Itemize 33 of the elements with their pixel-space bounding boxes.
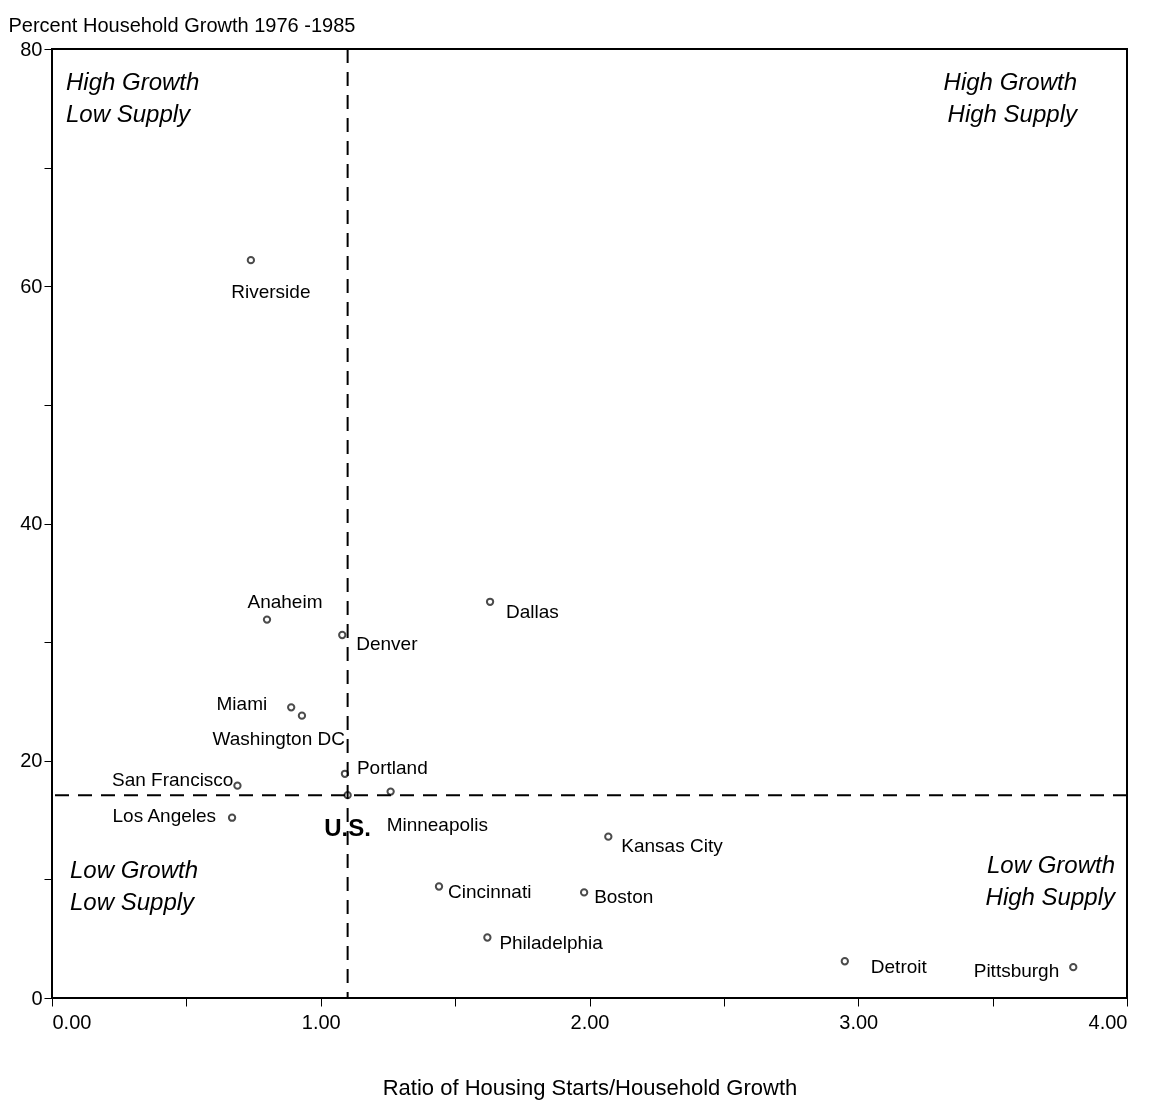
annotation: High Growth Low Supply: [66, 68, 200, 127]
y-axis-title: Percent Household Growth 1976 -1985: [8, 13, 356, 36]
series-label: Miami: [216, 693, 268, 715]
series-label: Philadelphia: [499, 931, 604, 953]
series-label: Minneapolis: [386, 813, 489, 835]
series-label: Los Angeles: [112, 804, 217, 826]
series-label: San Francisco: [111, 768, 234, 790]
series-label: Kansas City: [621, 834, 724, 856]
x-tick-label: 4.00: [1088, 1010, 1128, 1033]
series-label: Portland: [356, 756, 428, 778]
series-label: Anaheim: [247, 590, 323, 612]
y-tick-label: 60: [20, 274, 43, 297]
y-tick-label: 20: [20, 749, 43, 772]
series-label: Riverside: [231, 281, 311, 303]
annotation: High Growth High Supply: [943, 68, 1079, 127]
x-tick-label: 0.00: [52, 1010, 92, 1033]
annotation: Low Growth High Supply: [985, 851, 1117, 910]
x-tick-label: 3.00: [839, 1010, 879, 1033]
y-tick-label: 80: [20, 37, 43, 60]
series-label: Detroit: [870, 956, 928, 978]
y-tick-label: 0: [31, 986, 43, 1009]
series-label: Dallas: [506, 600, 559, 622]
series-label: Boston: [594, 886, 654, 908]
series-label: Cincinnati: [448, 881, 532, 903]
x-tick-label: 1.00: [301, 1010, 341, 1033]
x-tick-label: 2.00: [570, 1010, 610, 1033]
series-label: Pittsburgh: [973, 960, 1060, 982]
series-label: Denver: [356, 633, 419, 655]
series-label: Washington DC: [212, 727, 345, 749]
annotation: Low Growth Low Supply: [70, 856, 199, 915]
x-axis-title: Ratio of Housing Starts/Household Growth: [382, 1074, 798, 1100]
series-label: U.S.: [324, 814, 371, 842]
y-tick-label: 40: [20, 512, 43, 534]
